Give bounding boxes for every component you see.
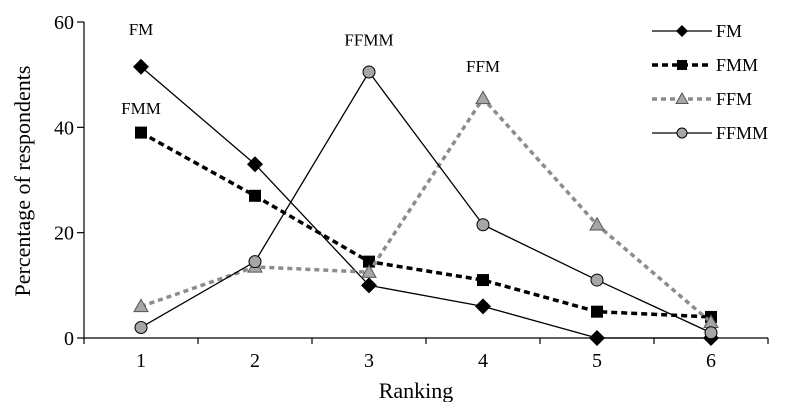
series-fm	[133, 58, 719, 346]
x-tick-label: 3	[364, 350, 374, 372]
series-line	[140, 71, 712, 334]
legend-marker	[677, 60, 687, 70]
annotation-label: FMM	[121, 99, 161, 118]
legend-marker	[675, 91, 689, 104]
x-axis-title: Ranking	[379, 378, 454, 402]
legend-item-fmm: FMM	[652, 55, 758, 75]
annotation-label: FFM	[466, 57, 500, 76]
x-tick-label: 5	[592, 350, 602, 372]
x-tick-label: 2	[250, 350, 260, 372]
series-ffm	[133, 90, 719, 328]
data-point	[475, 298, 491, 315]
data-point	[589, 330, 605, 346]
annotation-label: FFMM	[344, 31, 393, 50]
axes: 0 20 40 60 1 2 3 4 5 6	[54, 12, 769, 372]
data-point	[133, 58, 149, 75]
series-line	[140, 131, 712, 319]
data-point	[591, 305, 603, 318]
legend-item-ffm: FFM	[652, 89, 752, 109]
data-point	[590, 273, 604, 287]
data-point	[247, 156, 263, 173]
legend-label: FFM	[716, 89, 752, 109]
legend-label: FM	[716, 21, 742, 41]
legend-label: FFMM	[716, 123, 768, 143]
x-tick-label: 1	[136, 350, 146, 372]
legend-item-ffmm: FFMM	[652, 123, 768, 143]
data-point	[704, 326, 718, 340]
data-point	[133, 298, 149, 313]
data-point	[477, 274, 489, 287]
y-tick-label: 20	[54, 223, 74, 245]
y-tick-label: 40	[54, 117, 74, 139]
legend-marker	[676, 25, 688, 37]
y-tick-label: 0	[64, 328, 74, 350]
legend-marker	[676, 127, 688, 139]
series-layer	[133, 58, 719, 346]
annotation-label: FM	[129, 20, 154, 39]
y-tick-label: 60	[54, 12, 74, 34]
annotations: FM FMM FFMM FFM	[121, 20, 500, 118]
data-point	[135, 126, 147, 139]
data-point	[249, 189, 261, 202]
x-tick-label: 6	[706, 350, 716, 372]
series-fmm	[135, 126, 717, 323]
data-point	[362, 65, 376, 79]
data-point	[248, 255, 262, 269]
series-ffmm	[134, 65, 718, 340]
legend: FM FMM FFM FFMM	[652, 21, 768, 143]
data-point	[134, 320, 148, 334]
data-point	[361, 277, 377, 294]
series-line	[140, 66, 711, 339]
data-point	[589, 216, 605, 231]
data-point	[363, 255, 375, 268]
y-axis-title: Percentage of respondents	[10, 66, 35, 297]
data-point	[476, 218, 490, 232]
legend-item-fm: FM	[652, 21, 742, 41]
data-point	[361, 264, 377, 278]
series-line	[140, 96, 713, 324]
data-point	[475, 90, 491, 105]
legend-label: FMM	[716, 55, 758, 75]
x-tick-label: 4	[478, 350, 488, 372]
